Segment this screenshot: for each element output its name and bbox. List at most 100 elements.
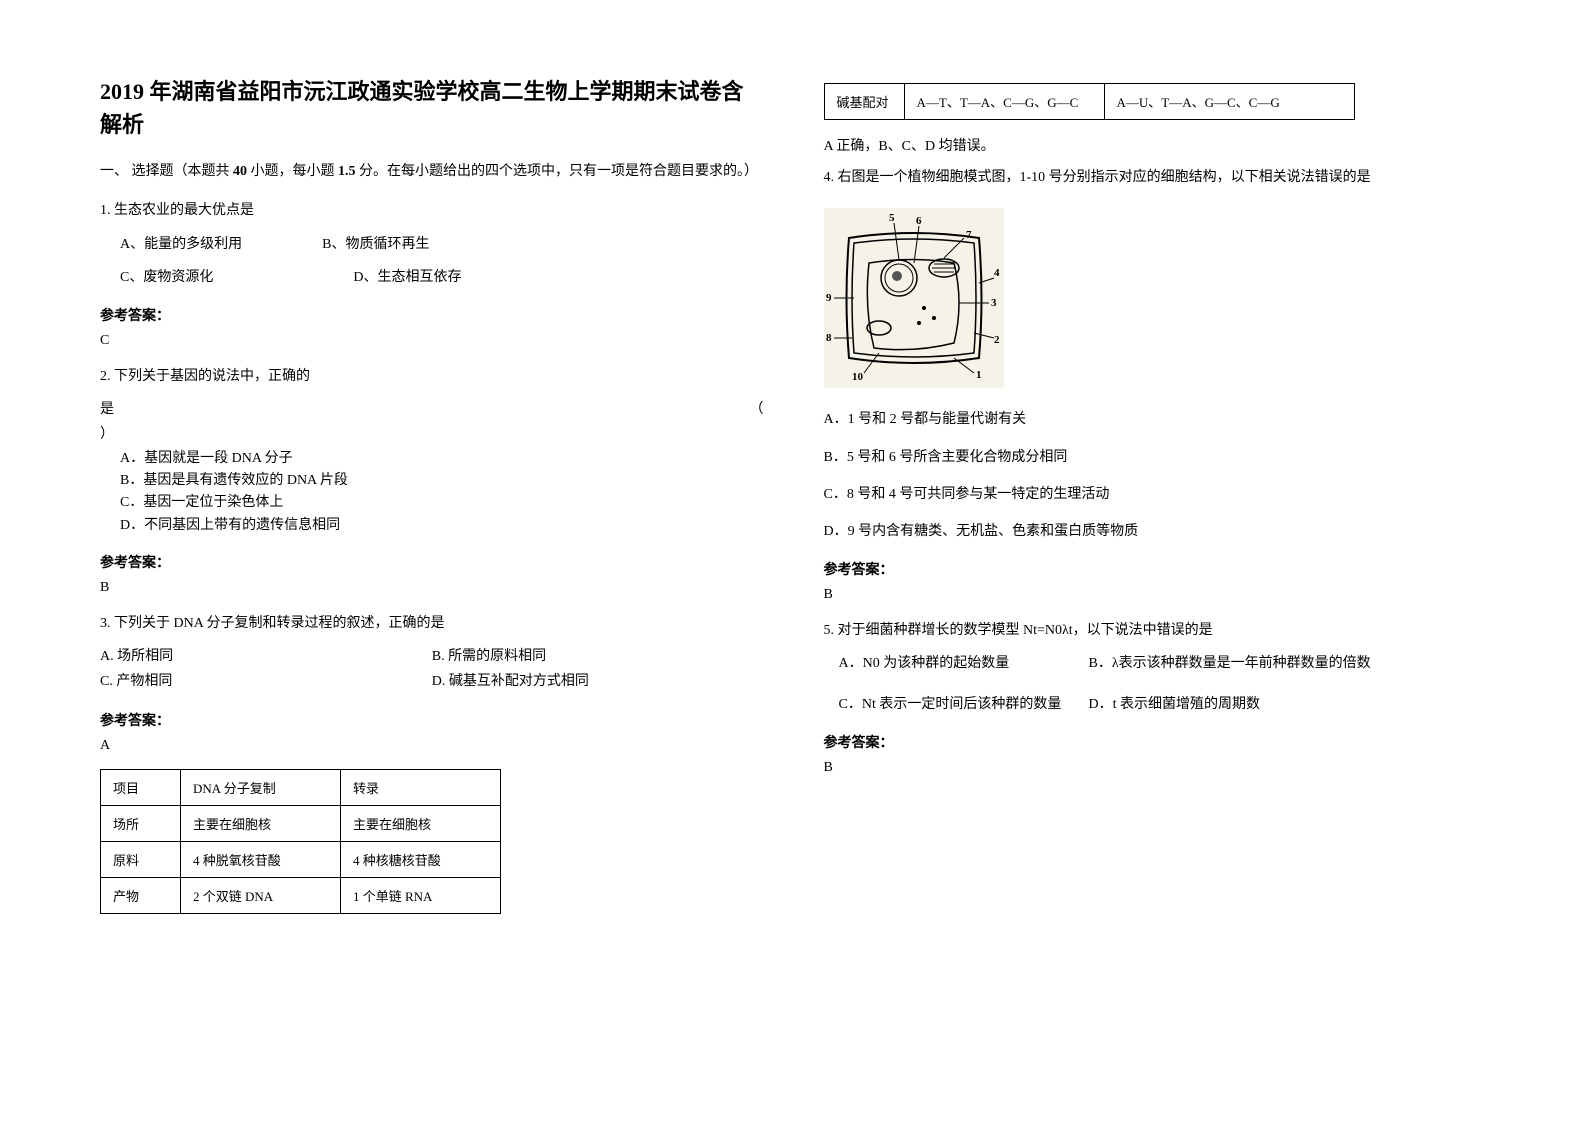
table-cell: DNA 分子复制 <box>181 769 341 805</box>
table-cell: 4 种核糖核苷酸 <box>341 841 501 877</box>
q4-text: 4. 右图是一个植物细胞模式图，1-10 号分别指示对应的细胞结构，以下相关说法… <box>824 165 1488 190</box>
table-row: 碱基配对 A—T、T—A、C—G、G—C A—U、T—A、G—C、C—G <box>824 84 1354 120</box>
q2-paren-close: ） <box>100 422 764 447</box>
q1-text: 1. 生态农业的最大优点是 <box>100 198 764 223</box>
table-cell: A—T、T—A、C—G、G—C <box>904 84 1104 120</box>
svg-text:6: 6 <box>916 215 922 227</box>
q5-body: 对于细菌种群增长的数学模型 Nt=N0λt，以下说法中错误的是 <box>838 623 1213 638</box>
q5-options: A．N0 为该种群的起始数量 B．λ表示该种群数量是一年前种群数量的倍数 C．N… <box>824 651 1488 716</box>
q3-options: A. 场所相同 B. 所需的原料相同 C. 产物相同 D. 碱基互补配对方式相同 <box>100 644 764 694</box>
q4-option-c: C．8 号和 4 号可共同参与某一特定的生理活动 <box>824 482 1488 507</box>
q2-answer: B <box>100 580 764 596</box>
q1-body: 生态农业的最大优点是 <box>114 203 254 218</box>
q5-option-d: D．t 表示细菌增殖的周期数 <box>1089 692 1261 717</box>
q3-text: 3. 下列关于 DNA 分子复制和转录过程的叙述，正确的是 <box>100 611 764 636</box>
cell-diagram-icon: 5 6 7 3 4 2 1 10 9 8 <box>824 208 1004 388</box>
q2-body2: 是 <box>100 397 114 422</box>
q5-option-c: C．Nt 表示一定时间后该种群的数量 <box>839 692 1089 717</box>
q1-option-a: A、能量的多级利用 <box>120 232 242 257</box>
question-2: 2. 下列关于基因的说法中，正确的 是 （ ） A．基因就是一段 DNA 分子 … <box>100 364 764 537</box>
q1-option-d: D、生态相互依存 <box>353 265 461 290</box>
table-cell: 主要在细胞核 <box>181 805 341 841</box>
question-4: 4. 右图是一个植物细胞模式图，1-10 号分别指示对应的细胞结构，以下相关说法… <box>824 165 1488 544</box>
section-prefix: 一、 选择题（本题共 <box>100 164 233 179</box>
table-cell: 场所 <box>101 805 181 841</box>
section-header: 一、 选择题（本题共 40 小题，每小题 1.5 分。在每小题给出的四个选项中，… <box>100 161 764 183</box>
q5-option-b: B．λ表示该种群数量是一年前种群数量的倍数 <box>1089 651 1371 676</box>
q2-options: A．基因就是一段 DNA 分子 B．基因是具有遗传效应的 DNA 片段 C．基因… <box>100 448 764 538</box>
q2-paren-line: 是 （ <box>100 397 764 422</box>
svg-text:8: 8 <box>826 332 832 344</box>
section-mid1: 小题，每小题 <box>247 164 338 179</box>
table-cell: 产物 <box>101 877 181 913</box>
svg-text:1: 1 <box>976 369 982 381</box>
svg-text:5: 5 <box>889 212 895 224</box>
question-5: 5. 对于细菌种群增长的数学模型 Nt=N0λt，以下说法中错误的是 A．N0 … <box>824 618 1488 717</box>
q3-option-d: D. 碱基互补配对方式相同 <box>432 669 764 694</box>
q4-answer: B <box>824 587 1488 603</box>
q3-number: 3. <box>100 616 111 631</box>
q1-options-row2: C、废物资源化 D、生态相互依存 <box>100 265 764 290</box>
svg-text:9: 9 <box>826 292 832 304</box>
left-column: 2019 年湖南省益阳市沅江政通实验学校高二生物上学期期末试卷含解析 一、 选择… <box>100 75 764 914</box>
q5-option-a: A．N0 为该种群的起始数量 <box>839 651 1089 676</box>
q5-options-row1: A．N0 为该种群的起始数量 B．λ表示该种群数量是一年前种群数量的倍数 <box>839 651 1488 676</box>
q5-answer-label: 参考答案： <box>824 732 1488 752</box>
svg-text:7: 7 <box>966 229 972 241</box>
q1-option-b: B、物质循环再生 <box>322 232 429 257</box>
table-cell: 1 个单链 RNA <box>341 877 501 913</box>
q3-body: 下列关于 DNA 分子复制和转录过程的叙述，正确的是 <box>114 616 445 631</box>
table-cell: A—U、T—A、G—C、C—G <box>1104 84 1354 120</box>
q2-text: 2. 下列关于基因的说法中，正确的 <box>100 364 764 389</box>
q4-option-a: A．1 号和 2 号都与能量代谢有关 <box>824 407 1488 432</box>
q1-answer: C <box>100 333 764 349</box>
base-pair-table: 碱基配对 A—T、T—A、C—G、G—C A—U、T—A、G—C、C—G <box>824 83 1355 120</box>
q2-number: 2. <box>100 369 111 384</box>
table-row: 项目 DNA 分子复制 转录 <box>101 769 501 805</box>
q1-option-c: C、废物资源化 <box>120 265 213 290</box>
q2-option-c: C．基因一定位于染色体上 <box>120 492 764 514</box>
table-cell: 转录 <box>341 769 501 805</box>
q3-answer: A <box>100 738 764 754</box>
svg-text:4: 4 <box>994 267 1000 279</box>
q1-answer-label: 参考答案： <box>100 305 764 325</box>
points-value: 1.5 <box>338 164 356 179</box>
q4-number: 4. <box>824 170 835 185</box>
table-cell: 2 个双链 DNA <box>181 877 341 913</box>
question-1: 1. 生态农业的最大优点是 A、能量的多级利用 B、物质循环再生 C、废物资源化… <box>100 198 764 290</box>
q5-number: 5. <box>824 623 835 638</box>
q3-option-c: C. 产物相同 <box>100 669 432 694</box>
q1-options-row1: A、能量的多级利用 B、物质循环再生 <box>100 232 764 257</box>
q4-body: 右图是一个植物细胞模式图，1-10 号分别指示对应的细胞结构，以下相关说法错误的… <box>838 170 1371 185</box>
q3-option-a: A. 场所相同 <box>100 644 432 669</box>
comparison-table: 项目 DNA 分子复制 转录 场所 主要在细胞核 主要在细胞核 原料 4 种脱氧… <box>100 769 501 914</box>
svg-text:2: 2 <box>994 334 1000 346</box>
q3-answer-label: 参考答案： <box>100 710 764 730</box>
q4-option-d: D．9 号内含有糖类、无机盐、色素和蛋白质等物质 <box>824 519 1488 544</box>
q2-answer-label: 参考答案： <box>100 552 764 572</box>
q5-answer: B <box>824 760 1488 776</box>
table-row: 场所 主要在细胞核 主要在细胞核 <box>101 805 501 841</box>
q3-option-b: B. 所需的原料相同 <box>432 644 764 669</box>
table-cell: 碱基配对 <box>824 84 904 120</box>
question-3: 3. 下列关于 DNA 分子复制和转录过程的叙述，正确的是 A. 场所相同 B.… <box>100 611 764 695</box>
page-container: 2019 年湖南省益阳市沅江政通实验学校高二生物上学期期末试卷含解析 一、 选择… <box>0 0 1587 954</box>
right-column: 碱基配对 A—T、T—A、C—G、G—C A—U、T—A、G—C、C—G A 正… <box>824 75 1488 914</box>
q5-options-row2: C．Nt 表示一定时间后该种群的数量 D．t 表示细菌增殖的周期数 <box>839 692 1488 717</box>
q4-options: A．1 号和 2 号都与能量代谢有关 B．5 号和 6 号所含主要化合物成分相同… <box>824 407 1488 544</box>
svg-text:10: 10 <box>852 371 864 383</box>
q2-option-b: B．基因是具有遗传效应的 DNA 片段 <box>120 470 764 492</box>
table2-note: A 正确，B、C、D 均错误。 <box>824 135 1488 155</box>
table-cell: 原料 <box>101 841 181 877</box>
table-cell: 4 种脱氧核苷酸 <box>181 841 341 877</box>
q2-body1: 下列关于基因的说法中，正确的 <box>114 369 310 384</box>
section-suffix: 分。在每小题给出的四个选项中，只有一项是符合题目要求的。） <box>356 164 759 179</box>
page-title: 2019 年湖南省益阳市沅江政通实验学校高二生物上学期期末试卷含解析 <box>100 75 764 141</box>
question-count: 40 <box>233 164 247 179</box>
table-row: 产物 2 个双链 DNA 1 个单链 RNA <box>101 877 501 913</box>
q2-option-a: A．基因就是一段 DNA 分子 <box>120 448 764 470</box>
q5-text: 5. 对于细菌种群增长的数学模型 Nt=N0λt，以下说法中错误的是 <box>824 618 1488 643</box>
table-cell: 主要在细胞核 <box>341 805 501 841</box>
q1-number: 1. <box>100 203 111 218</box>
table-row: 原料 4 种脱氧核苷酸 4 种核糖核苷酸 <box>101 841 501 877</box>
